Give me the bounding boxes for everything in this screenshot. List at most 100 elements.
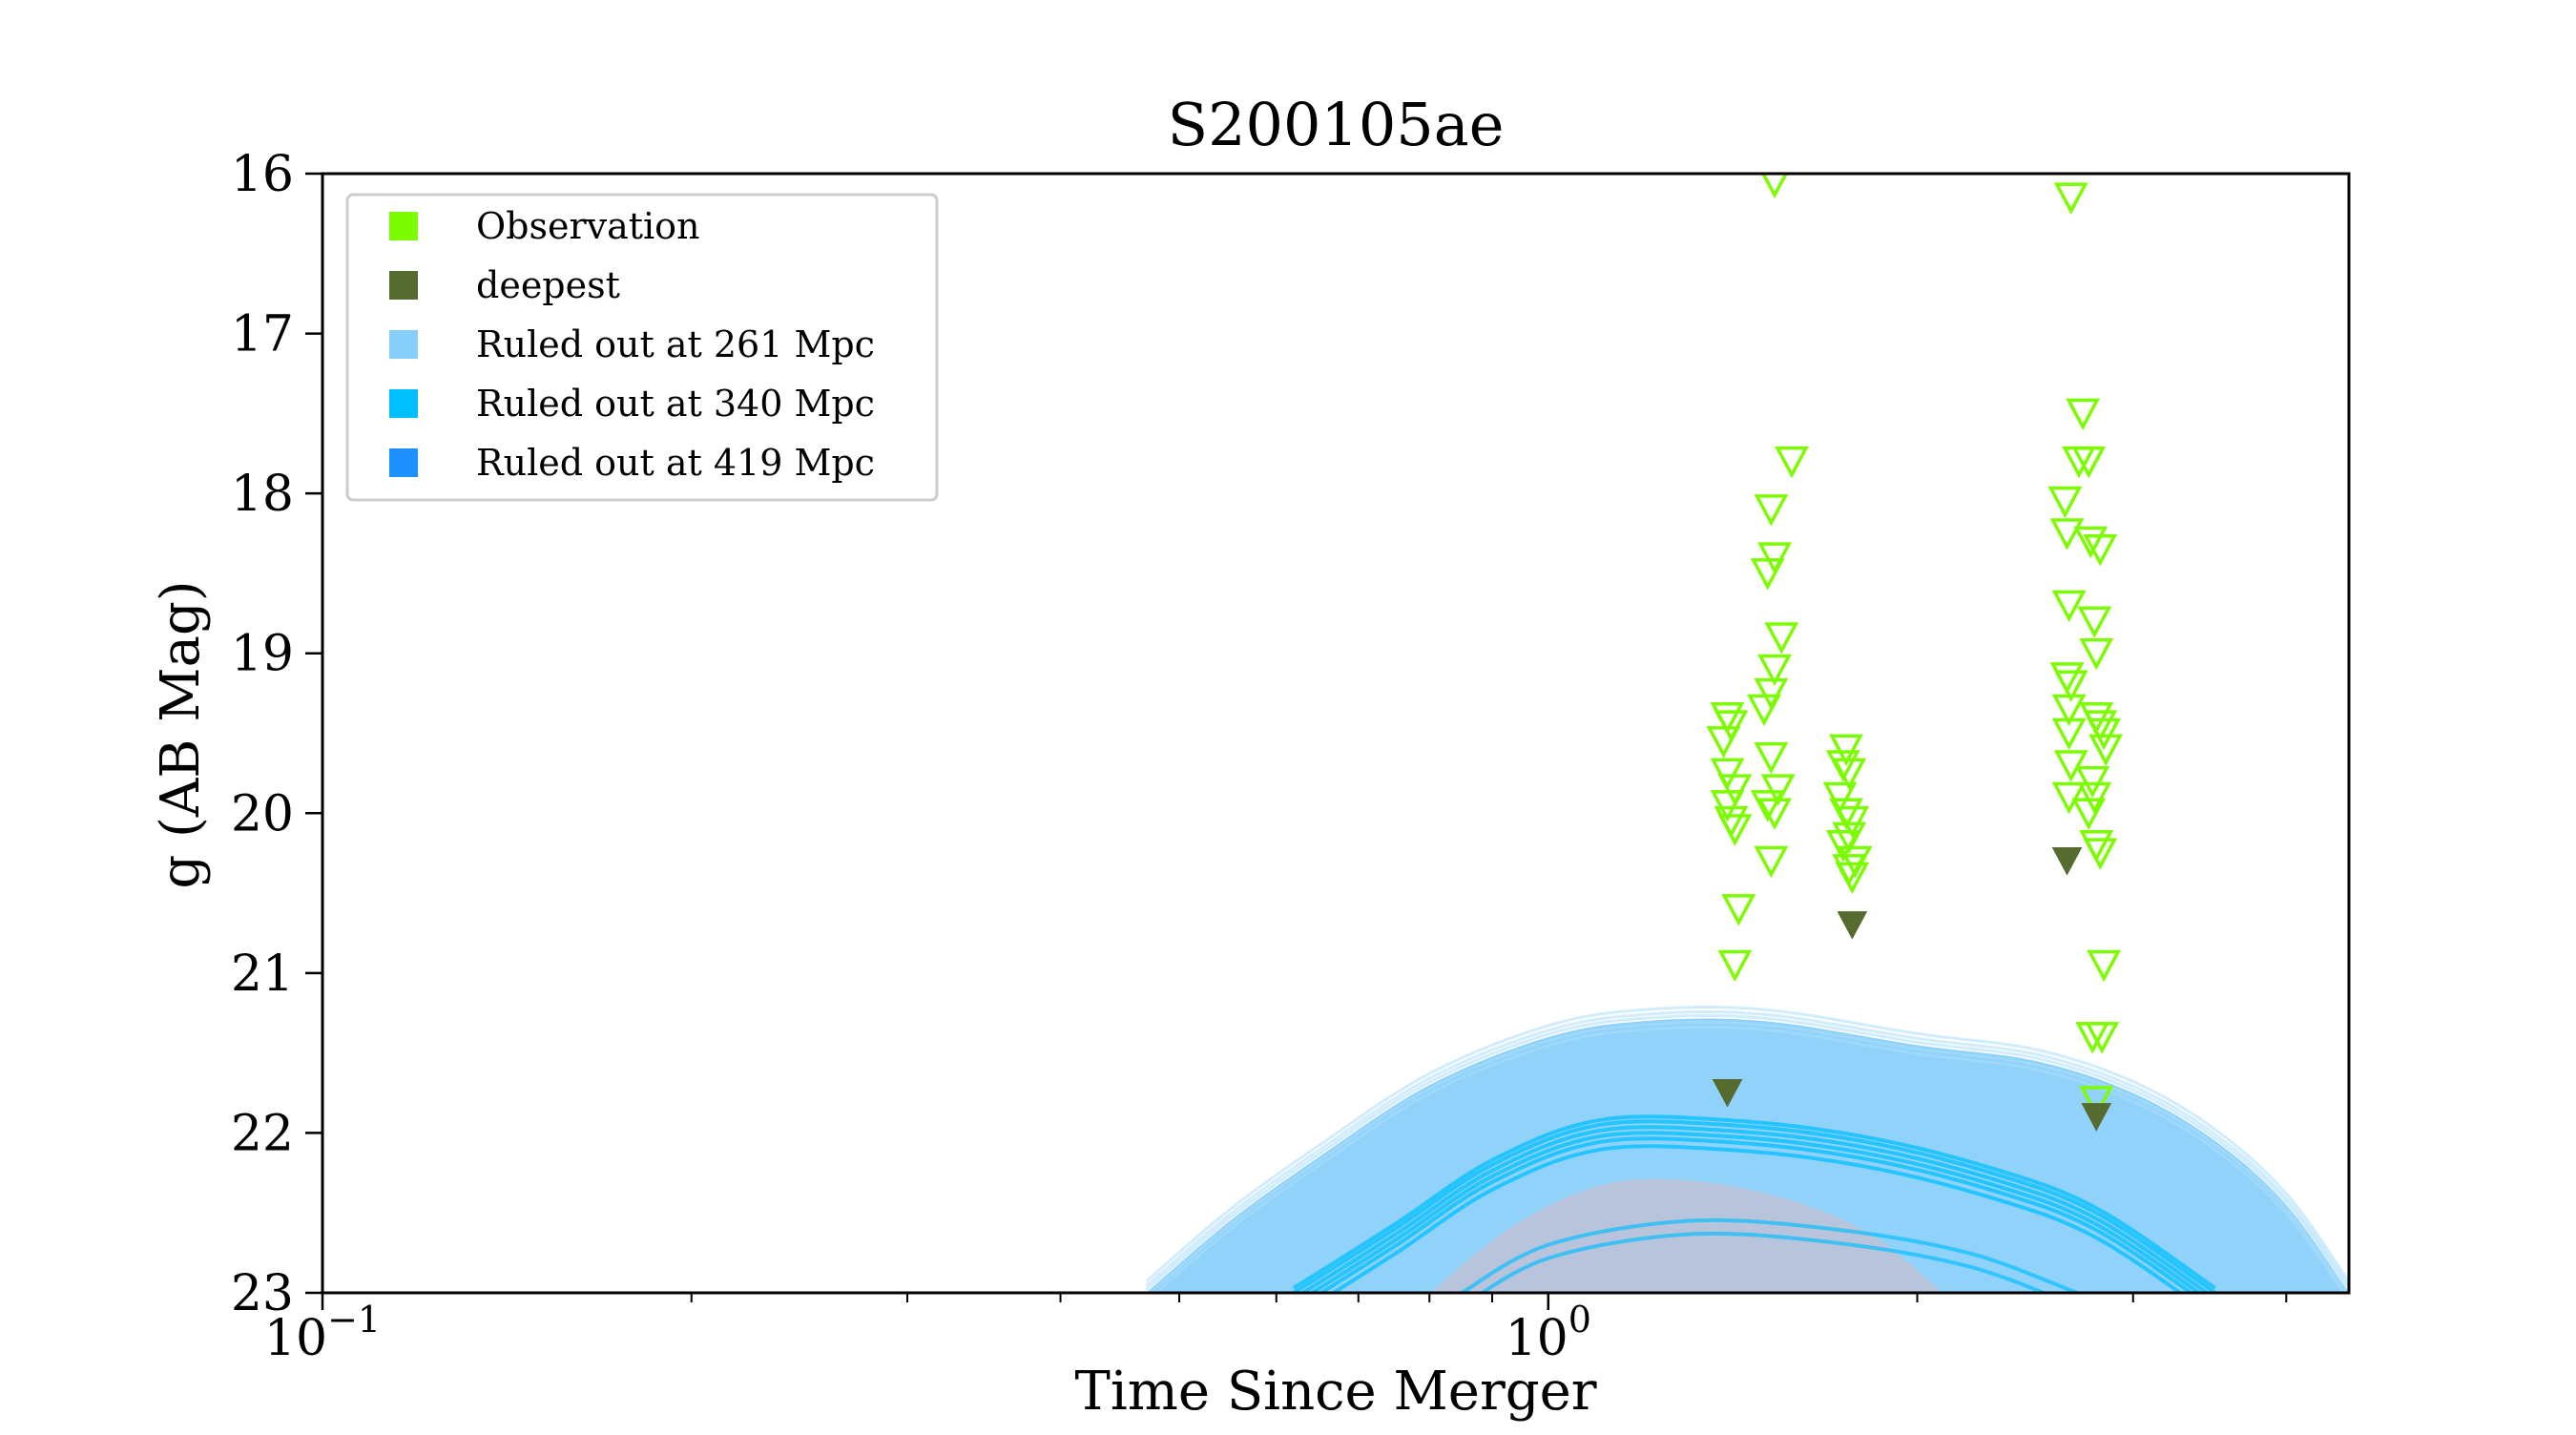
y-tick-label: 17 (231, 306, 294, 364)
ruled-out-340-curve (1317, 1136, 2194, 1293)
observation-marker (1717, 774, 1753, 806)
ruled-out-340-curve (1479, 1231, 2049, 1293)
x-axis: 10−1 100 (264, 1293, 2288, 1367)
observation-marker (1829, 734, 1863, 766)
ruled-out-340-curve (1298, 1125, 2211, 1293)
observation-marker (1832, 758, 1867, 791)
observation-marker (1757, 542, 1792, 574)
observation-marker (2087, 949, 2122, 983)
ruled-out-261-curve (1145, 1006, 2349, 1283)
observation-marker (1822, 781, 1858, 815)
observation-marker (1764, 622, 1799, 655)
plot-area (1145, 174, 2349, 1293)
observation-marker (2049, 518, 2085, 551)
y-tick-label: 22 (231, 1105, 294, 1162)
observation-marker (2053, 750, 2088, 782)
chart-title: S200105ae (1168, 90, 1505, 159)
ruled-out-340-curve (1329, 1144, 2184, 1293)
observation-marker (2053, 182, 2088, 215)
observation-marker (2077, 606, 2112, 638)
observation-marker (2047, 486, 2083, 519)
x-tick-exponent: −1 (327, 1299, 381, 1341)
observation-marker (1717, 814, 1753, 846)
observation-marker (1721, 894, 1756, 926)
ruled-out-340-curve (1461, 1217, 2078, 1293)
observation-marker (2079, 1086, 2114, 1118)
legend-swatch-1 (389, 212, 418, 240)
y-tick-label: 21 (231, 946, 294, 1003)
legend-swatch-5 (389, 448, 418, 477)
observation-marker (1717, 949, 1753, 983)
observation-marker (1757, 798, 1792, 830)
legend-swatch-4 (389, 389, 418, 418)
legend-label-4: Ruled out at 340 Mpc (476, 383, 875, 425)
deepest-marker (2051, 847, 2083, 876)
legend-label-2: deepest (476, 264, 620, 306)
y-tick-label: 16 (231, 146, 294, 203)
y-tick-label: 20 (231, 785, 294, 842)
observation-marker (2075, 766, 2110, 799)
observation-marker (1750, 558, 1785, 591)
observation-marker (2051, 694, 2087, 727)
observation-marker (1754, 494, 1789, 527)
observation-marker (2062, 446, 2096, 479)
observation-marker (1710, 790, 1745, 822)
legend-swatch-2 (389, 271, 418, 300)
ruled-out-261-area (1146, 1018, 2349, 1293)
y-tick-label: 18 (231, 466, 294, 523)
legend: Observation deepest Ruled out at 261 Mpc Ru… (345, 193, 939, 502)
observation-marker (1706, 726, 1741, 759)
ruled-out-340-curve (1308, 1131, 2203, 1293)
y-axis-label: g (AB Mag) (150, 580, 212, 888)
y-axis: 16 17 18 19 20 21 22 23 (231, 146, 322, 1322)
ruled-out-340-curve (1292, 1114, 2216, 1290)
observation-marker (2079, 637, 2114, 671)
deepest-marker (1712, 1079, 1743, 1108)
observation-marker (1754, 741, 1789, 775)
observation-marker (1754, 677, 1789, 711)
observation-marker (2077, 781, 2112, 815)
ruled-out-261-curve (1145, 1014, 2349, 1292)
observation-marker (1714, 710, 1749, 742)
observation-marker (1760, 774, 1796, 806)
observation-marker (1710, 758, 1745, 791)
observation-marker (2085, 1022, 2120, 1054)
y-tick-label: 23 (231, 1265, 294, 1322)
observation-marker (2073, 526, 2109, 559)
observation-marker (2051, 781, 2087, 815)
x-tick-exponent: 0 (1568, 1299, 1591, 1341)
x-axis-label: Time Since Merger (1075, 1361, 1597, 1423)
ruled-out-261-curve (1145, 1010, 2349, 1288)
observation-marker (2083, 534, 2118, 567)
observation-marker (2071, 798, 2107, 830)
deepest-marker (1837, 911, 1868, 940)
observation-marker (1761, 174, 1789, 199)
observation-marker (1750, 790, 1785, 822)
ruled-out-261-curve (1148, 1021, 2349, 1293)
deepest-marker (2081, 1103, 2112, 1132)
observation-marker (2051, 590, 2087, 623)
observation-marker (1754, 845, 1789, 879)
observation-marker (2051, 718, 2087, 751)
legend-label-3: Ruled out at 261 Mpc (476, 323, 875, 365)
observation-marker (1757, 654, 1792, 687)
observation-marker (2087, 718, 2122, 751)
ruled-out-261-curve (1153, 1026, 2345, 1293)
plot-frame (321, 172, 2351, 1295)
observation-marker (2083, 838, 2118, 870)
y-tick-label: 19 (231, 626, 294, 683)
observation-marker (1835, 805, 1870, 839)
legend-label-1: Observation (476, 205, 700, 247)
observation-marker (2053, 670, 2088, 702)
legend-label-5: Ruled out at 419 Mpc (476, 442, 875, 484)
observation-marker (1835, 862, 1870, 895)
observation-marker (2088, 734, 2124, 766)
observation-marker (1775, 446, 1809, 479)
observation-marker (2066, 398, 2101, 431)
legend-swatch-3 (389, 330, 418, 359)
legend-box (345, 193, 939, 502)
ruled-out-340-curve (1292, 1119, 2216, 1293)
observation-marker (1747, 694, 1781, 727)
